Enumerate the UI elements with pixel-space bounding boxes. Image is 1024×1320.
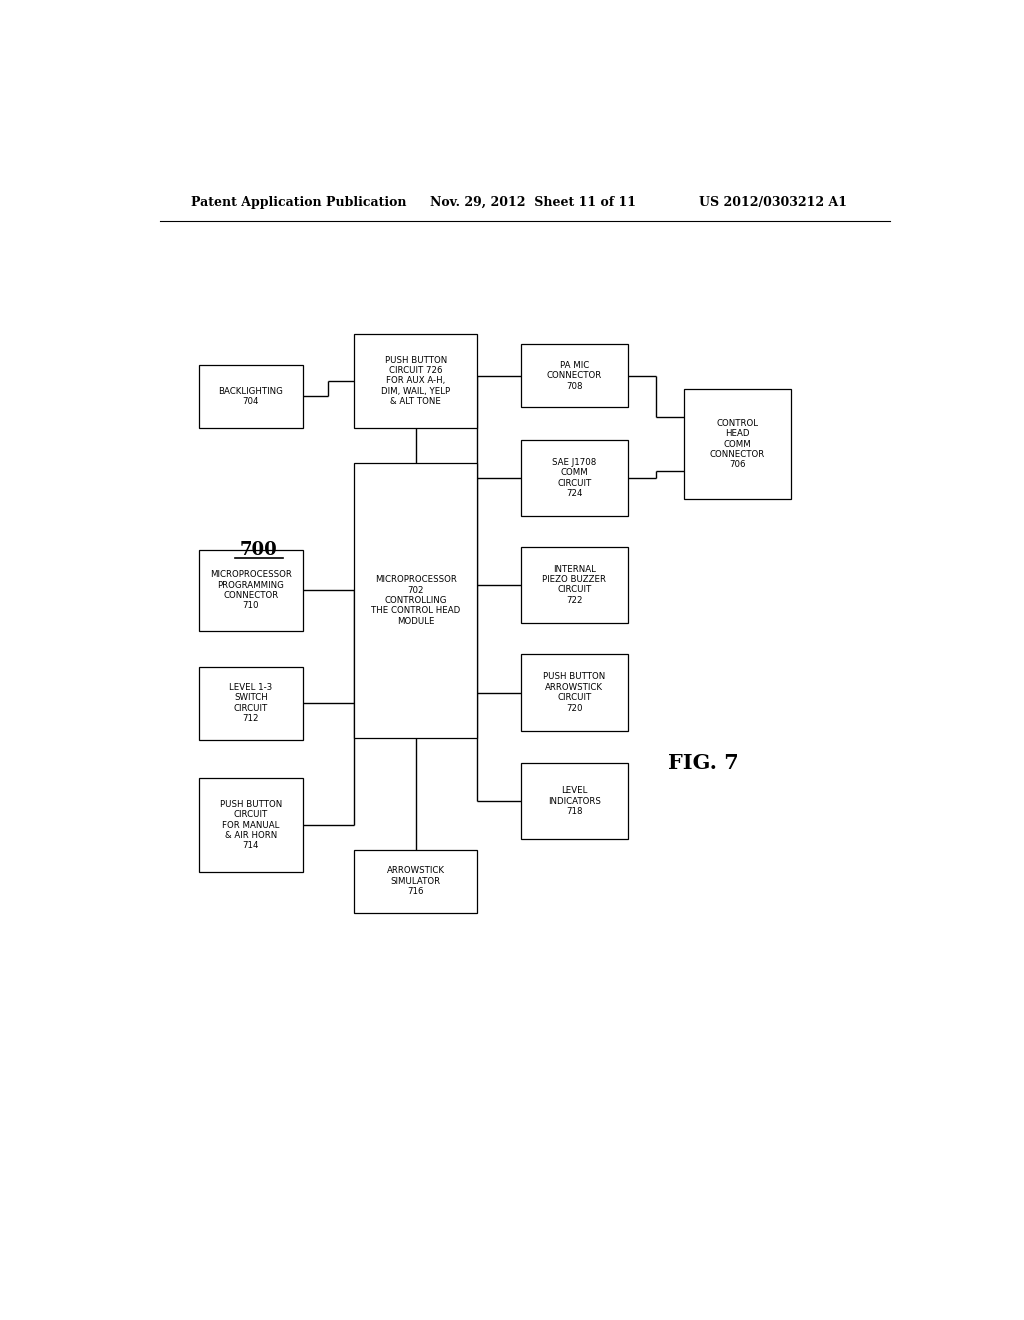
Text: MICROPROCESSOR
702
CONTROLLING
THE CONTROL HEAD
MODULE: MICROPROCESSOR 702 CONTROLLING THE CONTR…	[371, 576, 461, 626]
FancyBboxPatch shape	[200, 549, 303, 631]
Text: MICROPROCESSOR
PROGRAMMING
CONNECTOR
710: MICROPROCESSOR PROGRAMMING CONNECTOR 710	[210, 570, 292, 610]
Text: PUSH BUTTON
CIRCUIT 726
FOR AUX A-H,
DIM, WAIL, YELP
& ALT TONE: PUSH BUTTON CIRCUIT 726 FOR AUX A-H, DIM…	[381, 355, 451, 407]
Text: CONTROL
HEAD
COMM
CONNECTOR
706: CONTROL HEAD COMM CONNECTOR 706	[710, 418, 765, 470]
FancyBboxPatch shape	[521, 763, 628, 840]
FancyBboxPatch shape	[521, 440, 628, 516]
Text: ARROWSTICK
SIMULATOR
716: ARROWSTICK SIMULATOR 716	[387, 866, 444, 896]
FancyBboxPatch shape	[354, 463, 477, 738]
FancyBboxPatch shape	[200, 364, 303, 428]
FancyBboxPatch shape	[354, 334, 477, 428]
Text: LEVEL 1-3
SWITCH
CIRCUIT
712: LEVEL 1-3 SWITCH CIRCUIT 712	[229, 682, 272, 723]
FancyBboxPatch shape	[521, 546, 628, 623]
FancyBboxPatch shape	[521, 655, 628, 731]
Text: FIG. 7: FIG. 7	[668, 754, 738, 774]
Text: PA MIC
CONNECTOR
708: PA MIC CONNECTOR 708	[547, 360, 602, 391]
Text: PUSH BUTTON
ARROWSTICK
CIRCUIT
720: PUSH BUTTON ARROWSTICK CIRCUIT 720	[544, 672, 605, 713]
Text: US 2012/0303212 A1: US 2012/0303212 A1	[699, 195, 848, 209]
Text: SAE J1708
COMM
CIRCUIT
724: SAE J1708 COMM CIRCUIT 724	[552, 458, 597, 498]
Text: INTERNAL
PIEZO BUZZER
CIRCUIT
722: INTERNAL PIEZO BUZZER CIRCUIT 722	[543, 565, 606, 605]
FancyBboxPatch shape	[200, 779, 303, 873]
FancyBboxPatch shape	[354, 850, 477, 912]
FancyBboxPatch shape	[200, 667, 303, 739]
Text: 700: 700	[240, 541, 278, 558]
Text: BACKLIGHTING
704: BACKLIGHTING 704	[218, 387, 284, 407]
Text: PUSH BUTTON
CIRCUIT
FOR MANUAL
& AIR HORN
714: PUSH BUTTON CIRCUIT FOR MANUAL & AIR HOR…	[220, 800, 283, 850]
FancyBboxPatch shape	[521, 345, 628, 408]
FancyBboxPatch shape	[684, 389, 791, 499]
Text: LEVEL
INDICATORS
718: LEVEL INDICATORS 718	[548, 787, 601, 816]
Text: Nov. 29, 2012  Sheet 11 of 11: Nov. 29, 2012 Sheet 11 of 11	[430, 195, 636, 209]
Text: Patent Application Publication: Patent Application Publication	[191, 195, 407, 209]
